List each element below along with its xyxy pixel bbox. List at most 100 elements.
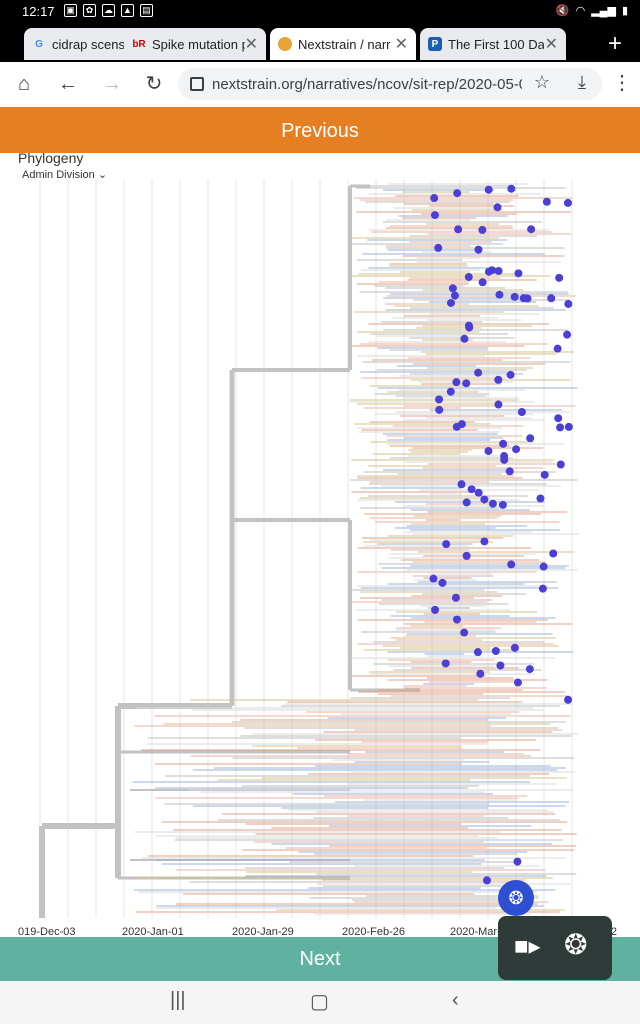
battery-icon: ▮ — [621, 5, 628, 17]
settings-icon: ✿ — [83, 4, 96, 17]
tab-title: Nextstrain / narr — [298, 36, 391, 52]
system-icons: 🔇 ◠ ▂▄▆ ▮ — [556, 4, 628, 17]
video-camera-icon[interactable]: ■▸ — [514, 933, 541, 960]
tip-marker — [542, 197, 551, 206]
tip-marker — [526, 434, 535, 443]
tip-marker — [451, 593, 460, 602]
menu-icon[interactable]: ⋮ — [612, 72, 632, 94]
chevron-down-icon: ⌄ — [97, 169, 108, 181]
home-icon[interactable]: ⌂ — [17, 73, 31, 95]
close-icon[interactable]: ✕ — [244, 36, 258, 53]
close-icon[interactable]: ✕ — [394, 36, 408, 53]
tip-marker — [478, 278, 487, 287]
tip-marker — [450, 291, 459, 300]
tab-first-100[interactable]: P The First 100 Da ✕ — [420, 28, 566, 60]
tip-marker — [435, 405, 444, 414]
screen-recorder-controls: ■▸ ❂ — [498, 916, 612, 980]
tip-marker — [464, 273, 473, 282]
tip-marker — [563, 198, 572, 207]
lock-icon — [190, 77, 204, 91]
aperture-icon[interactable]: ❂ — [564, 929, 588, 960]
new-tab-button[interactable]: + — [607, 30, 622, 57]
tip-marker — [474, 245, 483, 254]
tip-marker — [460, 628, 469, 637]
tip-marker — [525, 665, 534, 674]
url-text: nextstrain.org/narratives/ncov/sit-rep/2… — [212, 75, 522, 93]
tip-marker — [499, 439, 508, 448]
tip-marker — [494, 400, 503, 409]
star-icon[interactable]: ☆ — [533, 72, 550, 92]
color-by-select[interactable]: Admin Division ⌄ — [22, 168, 107, 181]
recent-apps-icon[interactable]: ||| — [170, 989, 186, 1011]
android-nav-bar: ||| ▢ ‹ — [0, 981, 640, 1024]
reload-icon[interactable]: ↻ — [145, 73, 163, 95]
tip-marker — [474, 368, 483, 377]
tip-marker — [556, 423, 565, 432]
tip-marker — [523, 294, 532, 303]
tip-marker — [549, 549, 558, 558]
tip-marker — [513, 857, 522, 866]
tip-marker — [500, 455, 509, 464]
tip-marker — [442, 540, 451, 549]
tip-marker — [564, 422, 573, 431]
tip-marker — [430, 194, 439, 203]
tip-marker — [448, 284, 457, 293]
gallery-icon: ▣ — [64, 4, 77, 17]
tab-spike[interactable]: bR Spike mutation p ✕ — [124, 28, 266, 60]
signal-icon: ▂▄▆ — [591, 5, 616, 17]
tip-marker — [491, 647, 500, 656]
br-icon: bR — [132, 38, 146, 50]
tip-marker — [493, 203, 502, 212]
tip-marker — [467, 485, 476, 494]
tip-marker — [480, 537, 489, 546]
tip-marker — [517, 407, 526, 416]
tip-marker — [510, 643, 519, 652]
tab-title: cidrap scens — [52, 36, 125, 52]
wifi-icon: ◠ — [575, 5, 586, 17]
tip-marker — [462, 498, 471, 507]
tip-marker — [441, 659, 450, 668]
tip-marker — [446, 298, 455, 307]
p-icon: P — [428, 37, 442, 51]
tip-marker — [457, 480, 466, 489]
tip-marker — [495, 290, 504, 299]
tip-marker — [555, 273, 564, 282]
tip-marker — [547, 294, 556, 303]
close-icon[interactable]: ✕ — [544, 36, 558, 53]
tip-marker — [564, 695, 573, 704]
tip-marker — [452, 615, 461, 624]
tip-marker — [538, 584, 547, 593]
tip-marker — [473, 648, 482, 657]
tip-marker — [556, 460, 565, 469]
camera-shutter-button[interactable]: ❂ — [498, 880, 534, 916]
tip-marker — [454, 225, 463, 234]
clock: 12:17 — [22, 4, 55, 19]
tab-strip: G cidrap scens bR Spike mutation p ✕ Nex… — [0, 24, 640, 62]
tip-marker — [553, 344, 562, 353]
tab-nextstrain[interactable]: Nextstrain / narr ✕ — [270, 28, 416, 60]
tip-marker — [512, 445, 521, 454]
tip-marker — [464, 321, 473, 330]
previous-button[interactable]: Previous — [0, 107, 640, 153]
tab-title: Spike mutation p — [152, 36, 245, 52]
tip-marker — [446, 387, 455, 396]
tip-marker — [513, 678, 522, 687]
tip-marker — [457, 420, 466, 429]
tip-marker — [482, 876, 491, 885]
back-nav-icon[interactable]: ‹ — [452, 989, 459, 1011]
tip-marker — [429, 574, 438, 583]
tip-marker — [476, 669, 485, 678]
back-icon[interactable]: ← — [58, 73, 78, 95]
address-bar[interactable]: nextstrain.org/narratives/ncov/sit-rep/2… — [178, 68, 602, 100]
image-icon: ▲ — [121, 4, 134, 17]
tip-marker — [514, 269, 523, 278]
tab-title: The First 100 Da — [448, 36, 544, 52]
home-nav-icon[interactable]: ▢ — [310, 991, 329, 1013]
forward-icon[interactable]: → — [102, 73, 122, 95]
tip-marker — [554, 414, 563, 423]
tip-marker — [540, 470, 549, 479]
download-icon[interactable]: ⤓ — [578, 72, 586, 92]
tip-marker — [506, 370, 515, 379]
status-bar: 12:17 ▣ ✿ ☁ ▲ ▤ 🔇 ◠ ▂▄▆ ▮ — [0, 0, 640, 24]
